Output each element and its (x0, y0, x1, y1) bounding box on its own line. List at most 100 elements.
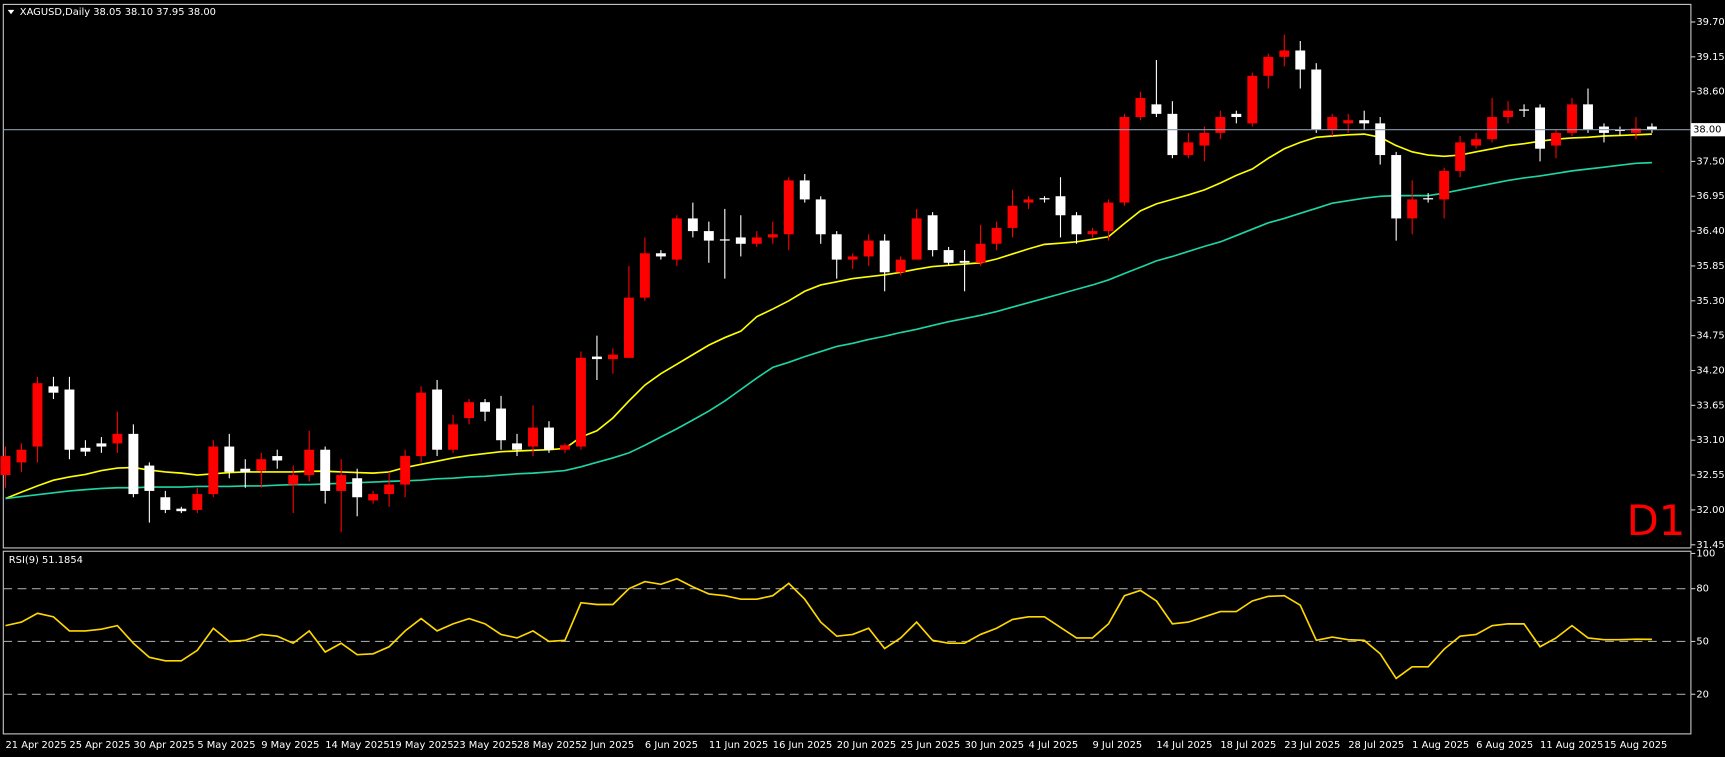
rsi-line (5, 577, 1652, 680)
candle-body (288, 475, 299, 485)
y-tick-label: 33.10 (1696, 435, 1724, 446)
candle-body (352, 478, 363, 498)
candle-body (815, 199, 826, 235)
x-tick-label: 11 Jun 2025 (709, 740, 768, 751)
x-tick-label: 2 Jun 2025 (581, 740, 634, 751)
candle-body (735, 237, 746, 244)
candle-body (783, 180, 794, 235)
candle-body (1167, 113, 1178, 156)
candle-body (1263, 56, 1274, 76)
candle-body (927, 215, 938, 251)
x-tick-label: 30 Apr 2025 (133, 740, 194, 751)
candle-body (671, 218, 682, 260)
candle-body (208, 446, 219, 495)
candle-body (272, 456, 283, 461)
x-tick-label: 9 May 2025 (261, 740, 319, 751)
candle-body (1071, 215, 1082, 235)
x-tick-label: 20 Jun 2025 (837, 740, 896, 751)
candle-body (1455, 142, 1466, 171)
candle-body (160, 497, 171, 510)
x-tick-label: 6 Aug 2025 (1476, 740, 1533, 751)
candle-body (1646, 126, 1657, 130)
candle-body (112, 433, 123, 444)
y-tick-label: 31.45 (1696, 540, 1724, 551)
candle-body (528, 427, 538, 447)
candle-body (1023, 199, 1034, 203)
candle-body (192, 494, 203, 510)
candle-body (1135, 98, 1146, 118)
candle-body (0, 456, 11, 476)
candle-body (623, 297, 634, 358)
candle-body (1567, 104, 1577, 133)
candle-body (895, 259, 906, 273)
candle-body (1151, 104, 1162, 114)
candle-body (16, 449, 27, 463)
candle-body (1231, 113, 1242, 118)
candle-body (1375, 123, 1386, 156)
x-tick-label: 23 Jul 2025 (1284, 740, 1340, 751)
x-tick-label: 6 Jun 2025 (645, 740, 698, 751)
candle-body (1295, 50, 1306, 70)
candle-body (1439, 170, 1450, 200)
candle-body (751, 237, 762, 244)
x-tick-label: 25 Jun 2025 (901, 740, 960, 751)
y-tick-label: 39.15 (1696, 52, 1724, 63)
candle-body (144, 465, 155, 491)
y-tick-label: 100 (1696, 548, 1715, 559)
y-tick-label: 38.60 (1696, 87, 1724, 98)
candle-body (384, 484, 395, 495)
candle-body (1039, 198, 1050, 200)
x-tick-label: 25 Apr 2025 (69, 740, 130, 751)
x-tick-label: 4 Jul 2025 (1029, 740, 1079, 751)
candle-body (847, 256, 858, 260)
candle-body (64, 389, 75, 450)
candle-body (368, 494, 379, 501)
x-tick-label: 15 Aug 2025 (1604, 740, 1667, 751)
candle-body (1551, 132, 1561, 146)
candle-body (879, 240, 890, 273)
current-price-label: 38.00 (1693, 125, 1721, 136)
candle-body (96, 443, 107, 447)
candle-body (416, 392, 427, 457)
candle-body (320, 449, 331, 491)
candle-body (48, 386, 59, 393)
y-tick-label: 32.55 (1696, 470, 1724, 481)
candle-body (1535, 107, 1545, 149)
x-tick-label: 9 Jul 2025 (1092, 740, 1142, 751)
price-panel-frame (2, 3, 1692, 549)
candle-body (256, 459, 267, 471)
candle-body (1119, 117, 1130, 203)
candle-body (719, 239, 730, 241)
candle-body (560, 445, 570, 450)
moving-average (5, 161, 1652, 500)
candle-body (128, 433, 139, 495)
y-tick-label: 35.85 (1696, 261, 1724, 272)
y-tick-label: 32.00 (1696, 505, 1724, 516)
x-tick-label: 30 Jun 2025 (965, 740, 1024, 751)
candle-body (1423, 198, 1434, 200)
x-tick-label: 1 Aug 2025 (1412, 740, 1469, 751)
candle-body (1487, 117, 1498, 140)
candle-body (1103, 202, 1114, 232)
candle-body (576, 357, 586, 447)
candle-body (1279, 50, 1290, 57)
candle-body (831, 234, 842, 260)
x-tick-label: 14 May 2025 (325, 740, 389, 751)
candle-body (80, 447, 91, 452)
x-tick-label: 18 Jul 2025 (1220, 740, 1276, 751)
x-tick-label: 23 May 2025 (453, 740, 517, 751)
candle-body (464, 402, 475, 419)
candle-body (863, 240, 874, 257)
candle-body (512, 443, 522, 450)
candle-body (544, 427, 554, 450)
y-tick-label: 39.70 (1696, 17, 1724, 28)
candle-body (799, 180, 810, 200)
y-tick-label: 20 (1696, 689, 1709, 700)
x-tick-label: 21 Apr 2025 (6, 740, 67, 751)
y-tick-label: 34.75 (1696, 331, 1724, 342)
candle-body (1471, 139, 1482, 146)
x-tick-label: 14 Jul 2025 (1156, 740, 1212, 751)
y-tick-label: 33.65 (1696, 400, 1724, 411)
